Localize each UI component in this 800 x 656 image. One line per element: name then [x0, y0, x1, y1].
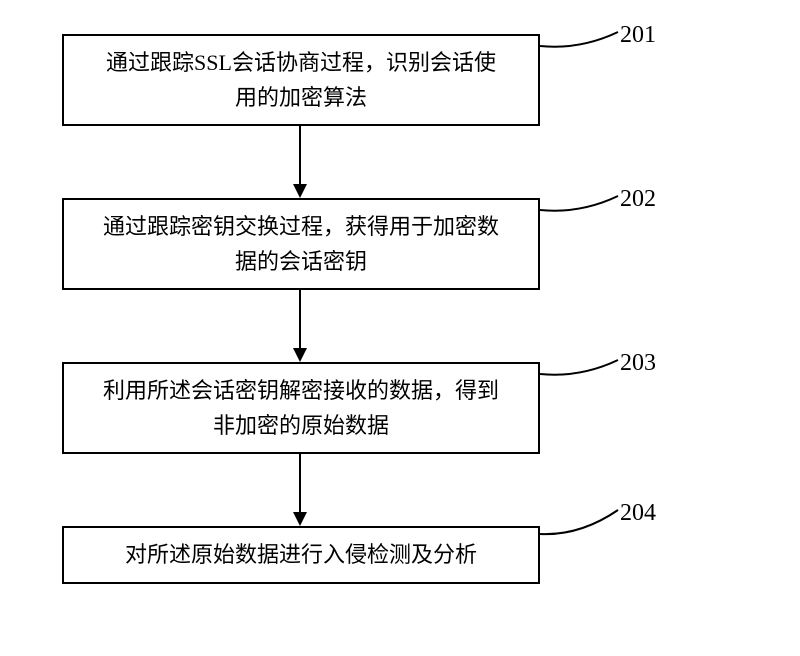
- flow-step-2-text: 通过跟踪密钥交换过程，获得用于加密数据的会话密钥: [103, 209, 499, 279]
- flow-step-4-text: 对所述原始数据进行入侵检测及分析: [125, 537, 477, 572]
- leader-line-4: [540, 498, 620, 538]
- arrow-2-3-line: [299, 290, 301, 348]
- flow-step-1-text: 通过跟踪SSL会话协商过程，识别会话使用的加密算法: [106, 45, 496, 115]
- arrow-1-2-line: [299, 126, 301, 184]
- flow-step-2: 通过跟踪密钥交换过程，获得用于加密数据的会话密钥: [62, 198, 540, 290]
- flow-step-4: 对所述原始数据进行入侵检测及分析: [62, 526, 540, 584]
- flow-step-3-text: 利用所述会话密钥解密接收的数据，得到非加密的原始数据: [103, 373, 499, 443]
- flow-label-201: 201: [620, 22, 656, 49]
- flow-label-202: 202: [620, 186, 656, 213]
- flow-label-204: 204: [620, 500, 656, 527]
- leader-line-2: [540, 186, 620, 216]
- leader-line-3: [540, 350, 620, 380]
- flow-step-1: 通过跟踪SSL会话协商过程，识别会话使用的加密算法: [62, 34, 540, 126]
- arrow-3-4-line: [299, 454, 301, 512]
- arrow-1-2-head: [293, 184, 307, 198]
- arrow-2-3-head: [293, 348, 307, 362]
- leader-line-1: [540, 22, 620, 52]
- flow-step-3: 利用所述会话密钥解密接收的数据，得到非加密的原始数据: [62, 362, 540, 454]
- flow-label-203: 203: [620, 350, 656, 377]
- arrow-3-4-head: [293, 512, 307, 526]
